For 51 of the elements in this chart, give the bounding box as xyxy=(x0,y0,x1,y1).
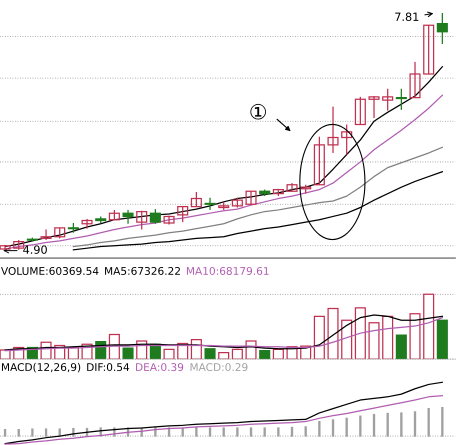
candlestick xyxy=(150,208,161,224)
bar xyxy=(409,313,421,360)
candlestick xyxy=(40,228,52,241)
bar xyxy=(272,348,284,360)
candlestick xyxy=(13,239,24,250)
candlestick xyxy=(190,191,202,208)
candlestick xyxy=(177,206,188,223)
candlestick xyxy=(396,88,407,110)
candlestick xyxy=(341,124,352,156)
bar xyxy=(396,334,407,360)
bar xyxy=(232,348,243,360)
candlestick xyxy=(423,24,434,75)
candlestick xyxy=(368,95,380,119)
bar xyxy=(368,322,380,360)
bar xyxy=(163,348,175,360)
text: DIF:0.54 xyxy=(87,363,130,372)
chart-title: MACD(12,26,9) xyxy=(2,362,80,372)
bar xyxy=(341,320,352,360)
text: MA10:68179.61 xyxy=(186,266,269,275)
candlestick xyxy=(314,136,325,186)
candlestick xyxy=(82,218,93,230)
bar xyxy=(218,352,230,360)
candlestick xyxy=(354,96,366,126)
candlestick xyxy=(204,197,216,211)
bar xyxy=(423,294,434,360)
candlestick xyxy=(436,12,448,45)
annotation: ① xyxy=(250,104,266,120)
candlestick xyxy=(327,106,339,154)
candlestick xyxy=(382,88,394,112)
text: DEA:0.39 xyxy=(136,363,184,372)
bar xyxy=(354,307,366,360)
bar xyxy=(122,347,134,360)
text: MA5:67326.22 xyxy=(105,266,180,275)
candlestick xyxy=(245,190,257,206)
bar xyxy=(436,320,448,360)
text: MACD:0.29 xyxy=(190,363,248,372)
chart-title: VOLUME:60369.54 xyxy=(1,266,98,275)
annotation: 7.81 xyxy=(395,12,418,22)
candlestick xyxy=(54,227,66,240)
annotation: 4.90 xyxy=(23,245,47,254)
bar xyxy=(314,316,325,360)
candlestick xyxy=(232,197,243,208)
candlestick xyxy=(409,61,421,98)
candlestick xyxy=(68,222,79,234)
candlestick xyxy=(136,210,148,230)
candlestick xyxy=(122,209,134,224)
bar xyxy=(382,316,394,360)
bar xyxy=(327,308,339,360)
bar xyxy=(204,348,216,360)
candlestick xyxy=(108,209,120,220)
bar xyxy=(259,350,270,360)
